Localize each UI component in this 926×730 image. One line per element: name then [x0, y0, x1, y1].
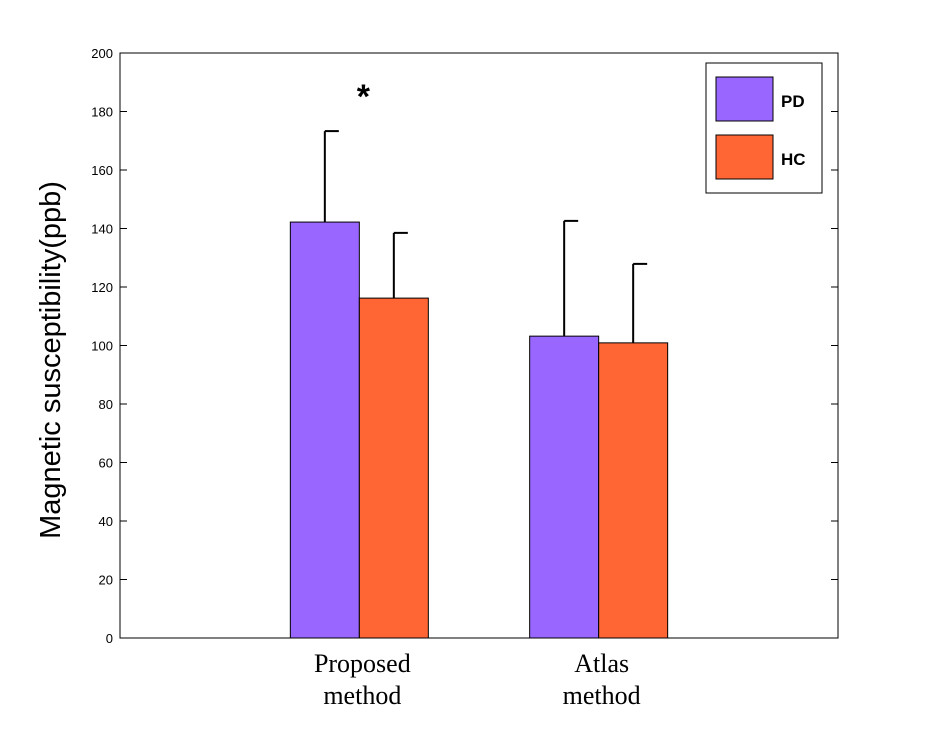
x-tick-label: Proposed: [314, 649, 411, 678]
x-tick-label: method: [563, 681, 641, 710]
y-tick-label: 140: [91, 222, 113, 237]
y-tick-label: 40: [99, 514, 113, 529]
y-tick-label: 200: [91, 46, 113, 61]
legend-swatch-pd: [715, 76, 774, 122]
y-tick-label: 100: [91, 339, 113, 354]
bar-pd: [289, 221, 360, 639]
legend-label: HC: [781, 150, 806, 169]
y-tick-label: 80: [99, 397, 113, 412]
y-tick-label: 160: [91, 163, 113, 178]
y-tick-label: 0: [106, 631, 113, 646]
legend-label: PD: [781, 92, 805, 111]
legend-swatch-hc: [715, 134, 774, 180]
y-axis-label: Magnetic susceptibility(ppb): [35, 181, 67, 539]
y-tick-label: 20: [99, 573, 113, 588]
y-tick-label: 60: [99, 456, 113, 471]
x-tick-label: method: [323, 681, 401, 710]
y-tick-label: 120: [91, 280, 113, 295]
bar-pd: [529, 335, 600, 639]
bar-hc: [358, 297, 429, 639]
x-tick-label: Atlas: [574, 649, 629, 678]
bar-hc: [598, 342, 669, 639]
y-tick-label: 180: [91, 105, 113, 120]
significance-marker: *: [357, 78, 371, 116]
